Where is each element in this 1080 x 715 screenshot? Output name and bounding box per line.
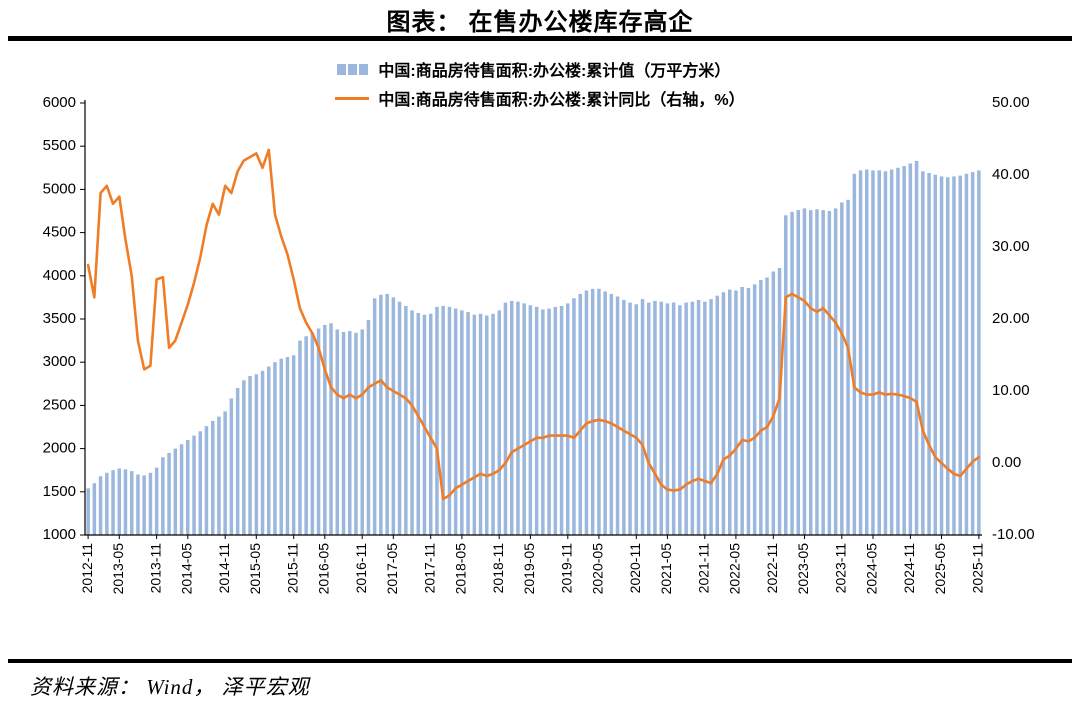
legend-inner: 中国:商品房待售面积:办公楼:累计值（万平方米） 中国:商品房待售面积:办公楼:… xyxy=(335,57,745,110)
svg-text:2500: 2500 xyxy=(43,396,76,413)
line-series xyxy=(86,148,981,501)
svg-text:2025-11: 2025-11 xyxy=(970,543,986,594)
legend-item-line-series: 中国:商品房待售面积:办公楼:累计同比（右轴，%） xyxy=(335,86,745,110)
svg-text:2012-11: 2012-11 xyxy=(79,543,95,594)
svg-text:2015-05: 2015-05 xyxy=(247,543,263,595)
legend-label-line-series: 中国:商品房待售面积:办公楼:累计同比（右轴，%） xyxy=(378,92,745,109)
bar-series-swatch-icon xyxy=(335,63,369,75)
left-axis-labels: 6000 5500 5000 4500 4000 3500 3000 2500 2000 1500… xyxy=(43,94,85,543)
svg-text:2019-05: 2019-05 xyxy=(521,543,537,595)
svg-text:3500: 3500 xyxy=(43,310,76,327)
svg-text:2016-11: 2016-11 xyxy=(353,543,369,594)
svg-text:2014-05: 2014-05 xyxy=(179,543,195,595)
svg-text:2013-05: 2013-05 xyxy=(110,543,126,595)
svg-text:2019-11: 2019-11 xyxy=(559,543,575,594)
svg-text:2017-11: 2017-11 xyxy=(421,543,437,594)
bar-series xyxy=(86,160,981,536)
svg-text:2023-05: 2023-05 xyxy=(795,543,811,595)
svg-text:2022-11: 2022-11 xyxy=(764,543,780,594)
svg-text:2016-05: 2016-05 xyxy=(316,543,332,595)
svg-text:3000: 3000 xyxy=(43,353,76,370)
svg-text:20.00: 20.00 xyxy=(992,310,1030,327)
svg-text:2013-11: 2013-11 xyxy=(147,543,163,594)
svg-text:0.00: 0.00 xyxy=(992,454,1021,471)
right-axis-labels: 50.00 40.00 30.00 20.00 10.00 0.00 -10.00 xyxy=(992,94,1035,543)
svg-text:10.00: 10.00 xyxy=(992,382,1030,399)
svg-text:50.00: 50.00 xyxy=(992,94,1030,111)
svg-text:2023-11: 2023-11 xyxy=(833,543,849,594)
svg-text:2020-11: 2020-11 xyxy=(627,543,643,594)
legend-item-bar-series: 中国:商品房待售面积:办公楼:累计值（万平方米） xyxy=(335,57,744,81)
svg-text:2014-11: 2014-11 xyxy=(216,543,232,594)
svg-text:2021-05: 2021-05 xyxy=(658,543,674,595)
svg-text:-10.00: -10.00 xyxy=(992,526,1035,543)
svg-text:2020-05: 2020-05 xyxy=(590,543,606,595)
svg-text:2022-05: 2022-05 xyxy=(727,543,743,595)
svg-text:2025-05: 2025-05 xyxy=(932,543,948,595)
svg-text:5000: 5000 xyxy=(43,180,76,197)
svg-text:4500: 4500 xyxy=(43,224,76,241)
chart-legend: 中国:商品房待售面积:办公楼:累计值（万平方米） 中国:商品房待售面积:办公楼:… xyxy=(0,57,1080,110)
svg-text:2021-11: 2021-11 xyxy=(696,543,712,594)
svg-text:2015-11: 2015-11 xyxy=(284,543,300,594)
svg-text:2024-05: 2024-05 xyxy=(864,543,880,595)
top-divider xyxy=(8,36,1072,41)
plot-svg: 6000 5500 5000 4500 4000 3500 3000 2500 2000 1500… xyxy=(43,94,1035,594)
svg-text:1500: 1500 xyxy=(43,483,76,500)
svg-text:4000: 4000 xyxy=(43,267,76,284)
svg-text:2017-05: 2017-05 xyxy=(384,543,400,595)
svg-text:5500: 5500 xyxy=(43,137,76,154)
svg-text:2018-11: 2018-11 xyxy=(490,543,506,594)
axes xyxy=(84,100,982,536)
legend-label-bar-series: 中国:商品房待售面积:办公楼:累计值（万平方米） xyxy=(378,63,731,80)
source-note: 资料来源： Wind， 泽平宏观 xyxy=(30,675,310,699)
svg-text:2000: 2000 xyxy=(43,440,76,457)
svg-text:2018-05: 2018-05 xyxy=(453,543,469,595)
bar-swatch-segment xyxy=(347,63,357,75)
page-title: 图表： 在售办公楼库存高企 xyxy=(386,10,694,36)
bottom-divider xyxy=(8,659,1072,663)
svg-text:30.00: 30.00 xyxy=(992,238,1030,255)
svg-text:1000: 1000 xyxy=(43,526,76,543)
svg-text:2024-11: 2024-11 xyxy=(901,543,917,594)
x-axis-labels: 2012-11 2013-05 2013-11 2014-05 2014-11 2015-… xyxy=(79,535,986,594)
bar-swatch-segment xyxy=(336,63,346,75)
line-series-swatch-icon xyxy=(335,96,370,100)
bar-swatch-segment xyxy=(358,63,368,75)
svg-text:40.00: 40.00 xyxy=(992,166,1030,183)
svg-text:6000: 6000 xyxy=(43,94,76,111)
